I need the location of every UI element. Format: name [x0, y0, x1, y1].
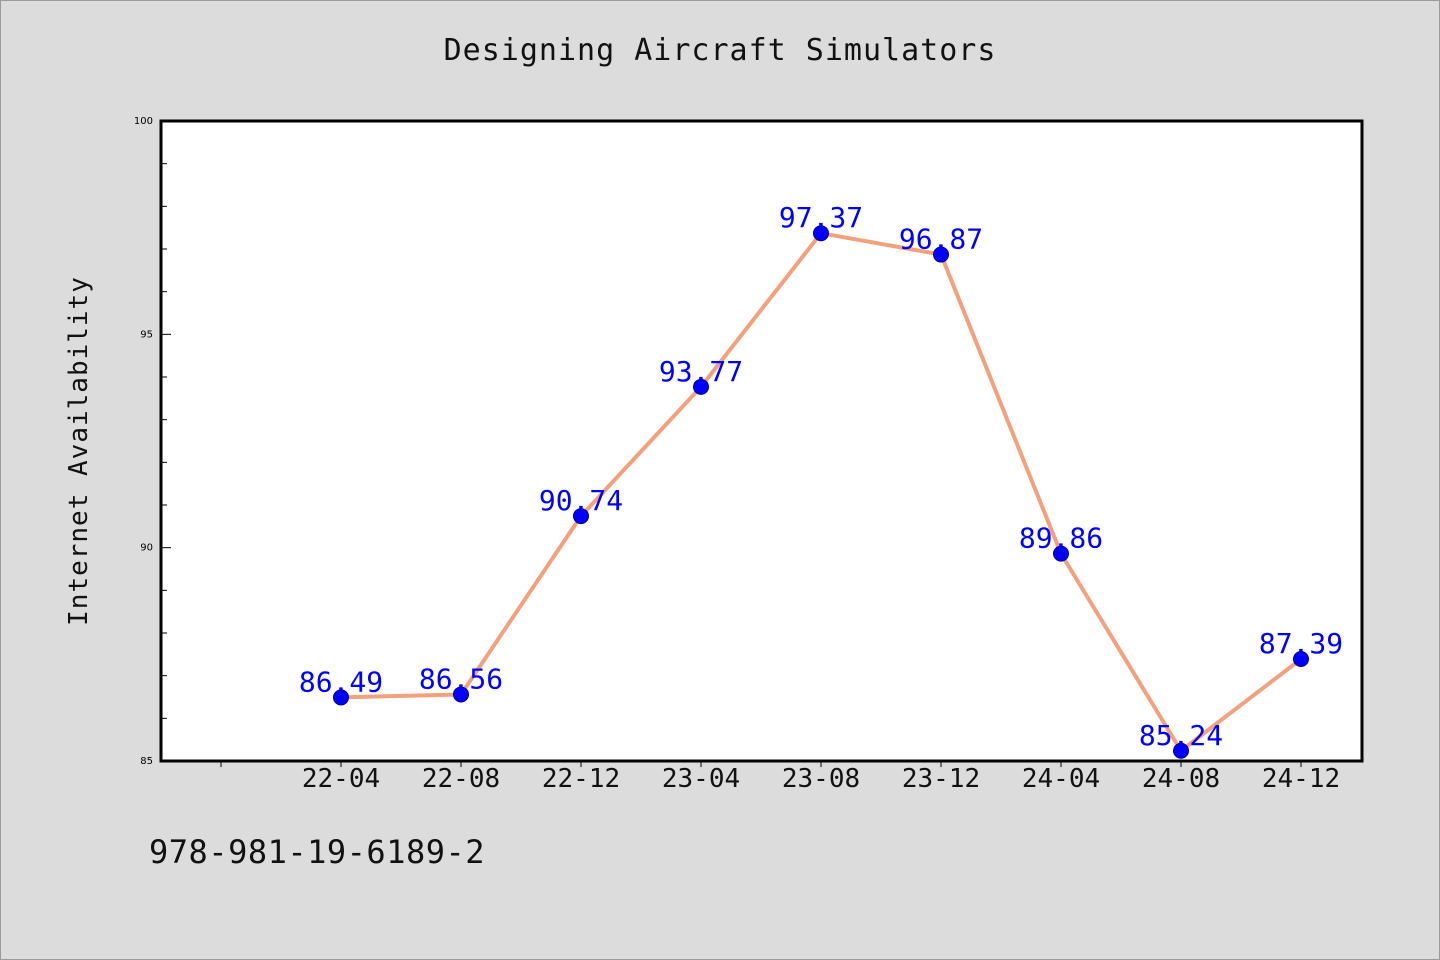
data-point: [333, 689, 349, 706]
data-label: 87.39: [1259, 627, 1343, 660]
y-tick-label: 100: [134, 116, 153, 127]
x-tick-label: 22-04: [302, 764, 380, 794]
data-label: 97.37: [779, 201, 863, 234]
y-tick-label: 95: [140, 329, 153, 340]
data-point: [453, 686, 469, 703]
chart-title: Designing Aircraft Simulators: [443, 33, 997, 68]
plot-area: [159, 119, 1364, 763]
x-axis: 22-04 22-08 22-12 23-04 23-08 23-12 24-04 24-08…: [220, 761, 1340, 794]
data-point: [1293, 651, 1309, 668]
data-point: [1173, 742, 1189, 759]
data-label: 93.77: [659, 355, 743, 388]
data-point: [933, 246, 949, 263]
x-tick-label: 23-12: [902, 764, 980, 794]
y-axis-label: Internet Availability: [64, 276, 94, 626]
isbn-footer: 978-981-19-6189-2: [149, 833, 486, 871]
x-tick-label: 23-04: [662, 764, 740, 794]
x-tick-label: 23-08: [782, 764, 860, 794]
data-point: [693, 378, 709, 395]
x-tick-label: 24-12: [1262, 764, 1340, 794]
data-label: 96.87: [899, 223, 983, 256]
data-label: 90.74: [539, 484, 623, 517]
data-label: 86.56: [419, 662, 503, 695]
y-axis: 85 90 95 100: [134, 116, 171, 767]
x-tick-label: 24-08: [1142, 764, 1220, 794]
x-tick-label: 22-12: [542, 764, 620, 794]
data-label-layer: 86.49 86.56 90.74 93.77 97.37 96.87 89.86 85.24…: [299, 201, 1343, 752]
data-label: 85.24: [1139, 719, 1223, 752]
x-tick-label: 24-04: [1022, 764, 1100, 794]
y-tick-label: 90: [140, 543, 153, 554]
data-point: [813, 225, 829, 242]
series-layer: [333, 225, 1309, 759]
data-label: 89.86: [1019, 522, 1103, 555]
x-tick-label: 22-08: [422, 764, 500, 794]
data-point: [573, 508, 589, 525]
data-label: 86.49: [299, 665, 383, 698]
data-point: [1053, 545, 1069, 562]
y-tick-label: 85: [140, 756, 153, 767]
